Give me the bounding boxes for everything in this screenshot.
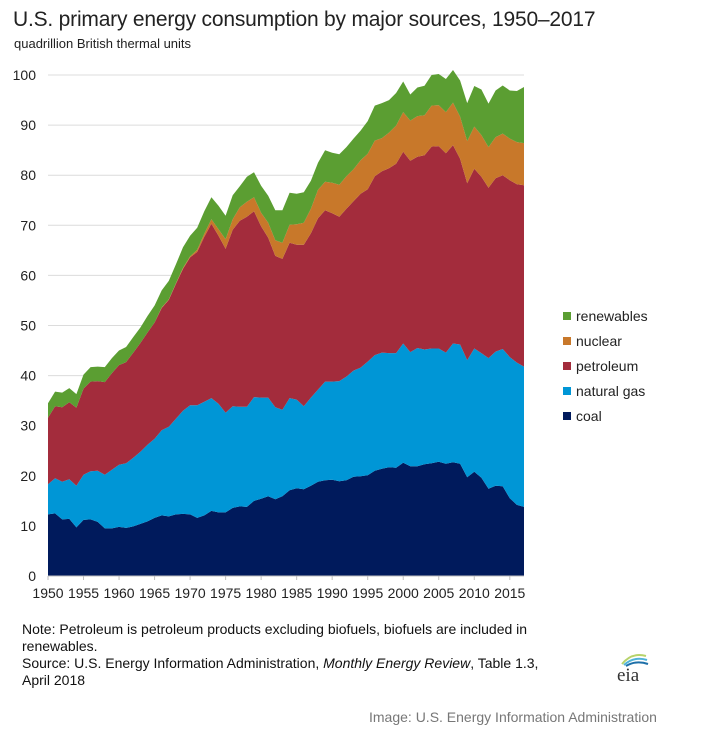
source-text: Source: U.S. Energy Information Administ… (22, 655, 552, 689)
legend-label: natural gas (576, 382, 646, 399)
source-prefix: Source: U.S. Energy Information Administ… (22, 655, 324, 671)
legend-label: petroleum (576, 357, 639, 374)
area-coal (48, 461, 524, 576)
y-tick-label: 10 (20, 518, 36, 534)
x-tick-label: 2000 (388, 585, 419, 601)
x-tick-labels: 1950 1955 1960 1965 1970 1975 1980 1985 1990 1995… (32, 585, 525, 601)
legend-item-natural-gas: natural gas (563, 378, 648, 403)
eia-logo-text: eia (617, 665, 640, 684)
legend-item-nuclear: nuclear (563, 328, 648, 353)
legend-item-renewables: renewables (563, 303, 648, 328)
area-petroleum (48, 145, 524, 486)
legend-swatch (563, 311, 571, 320)
source-suffix: , Table 1.3, April 2018 (22, 655, 539, 688)
y-tick-label: 40 (20, 368, 36, 384)
legend-swatch (563, 386, 571, 395)
legend-label: renewables (576, 307, 648, 324)
x-tick-label: 1965 (139, 585, 170, 601)
y-tick-label: 30 (20, 418, 36, 434)
legend-item-coal: coal (563, 403, 648, 428)
area-renewables (48, 70, 524, 418)
y-tick-label: 0 (28, 568, 36, 584)
y-tick-label: 70 (20, 217, 36, 233)
legend: renewables nuclear petroleum natural gas coa… (563, 303, 648, 428)
area-nuclear (48, 102, 524, 418)
footnote: Note: Petroleum is petroleum products ex… (22, 621, 552, 689)
x-tick-label: 1970 (175, 585, 206, 601)
x-tick-label: 1990 (317, 585, 348, 601)
x-tick-label: 1955 (68, 585, 99, 601)
x-tick-label: 1950 (32, 585, 63, 601)
legend-label: nuclear (576, 332, 622, 349)
x-tick-label: 2005 (423, 585, 454, 601)
area-series (48, 70, 524, 576)
x-tick-label: 2010 (459, 585, 490, 601)
x-tick-label: 1960 (103, 585, 134, 601)
legend-label: coal (576, 407, 602, 424)
legend-swatch (563, 361, 571, 370)
y-tick-label: 50 (20, 318, 36, 334)
source-publication: Monthly Energy Review (323, 655, 471, 671)
x-tick-label: 2015 (494, 585, 525, 601)
x-tick-label: 1995 (352, 585, 383, 601)
y-tick-label: 80 (20, 167, 36, 183)
x-tick-label: 1975 (210, 585, 241, 601)
area-natural-gas (48, 343, 524, 529)
y-tick-label: 20 (20, 468, 36, 484)
y-tick-labels: 0 10 20 30 40 50 60 70 80 90 100 (13, 67, 37, 584)
eia-logo: eia (612, 650, 652, 686)
axes (47, 575, 524, 580)
chart-subtitle: quadrillion British thermal units (14, 36, 192, 51)
y-tick-label: 60 (20, 267, 36, 283)
y-tick-label: 90 (20, 117, 36, 133)
x-tick-label: 1980 (246, 585, 277, 601)
legend-swatch (563, 411, 571, 420)
note-text: Note: Petroleum is petroleum products ex… (22, 621, 528, 654)
eia-logo-icon: eia (617, 654, 649, 686)
chart-title: U.S. primary energy consumption by major… (13, 8, 596, 31)
image-credit: Image: U.S. Energy Information Administr… (369, 709, 657, 725)
x-tick-label: 1985 (281, 585, 312, 601)
legend-swatch (563, 336, 571, 345)
legend-item-petroleum: petroleum (563, 353, 648, 378)
y-tick-label: 100 (13, 67, 37, 83)
